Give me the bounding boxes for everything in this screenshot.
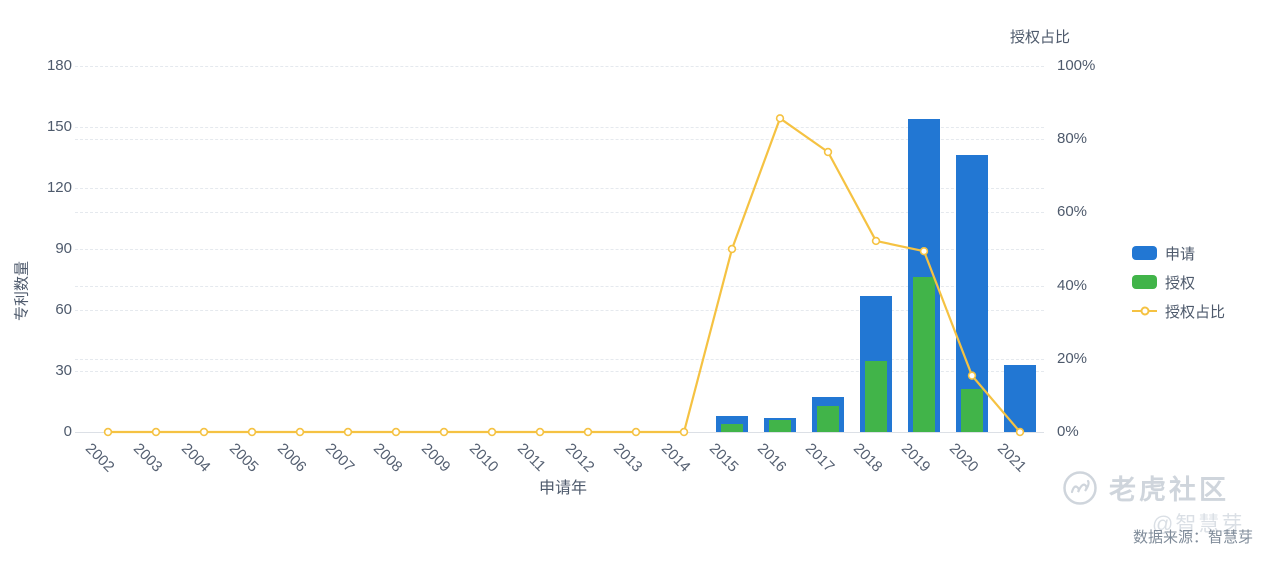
brand-watermark-text: 老虎社区	[1109, 475, 1229, 505]
x-tick-label-2006: 2006	[273, 440, 310, 476]
gridline-left-90	[75, 249, 1044, 250]
gridline-right-20	[75, 358, 1044, 360]
x-tick-label-2004: 2004	[177, 440, 214, 476]
ratio-point-2017	[823, 147, 833, 157]
legend-label: 授权	[1165, 274, 1196, 292]
grants-bar-2019	[913, 277, 935, 432]
legend-item-2[interactable]: 授权占比	[1132, 301, 1225, 321]
y-right-tick-label-0: 0%	[1057, 423, 1079, 440]
gridline-right-60	[75, 212, 1044, 214]
legend-swatch-icon	[1132, 246, 1157, 260]
x-tick-label-2003: 2003	[129, 440, 166, 476]
gridline-left-30	[75, 371, 1044, 372]
gridline-right-40	[75, 285, 1044, 287]
ratio-point-2016	[775, 114, 785, 123]
brand-watermark: 老虎社区	[1062, 468, 1229, 507]
ratio-point-2018	[871, 236, 881, 246]
x-tick-label-2011: 2011	[513, 440, 549, 475]
x-tick-label-2017: 2017	[801, 440, 838, 476]
x-tick-label-2009: 2009	[417, 440, 454, 476]
x-tick-label-2016: 2016	[753, 440, 790, 476]
y-left-tick-label-150: 150	[46, 118, 72, 135]
y-right-tick-label-40: 40%	[1057, 276, 1088, 294]
gridline-left-180	[75, 66, 1044, 67]
y-left-tick-label-180: 180	[46, 57, 72, 74]
legend: 申请 授权 授权占比	[1132, 243, 1225, 330]
x-tick-label-2018: 2018	[849, 440, 886, 476]
y-left-tick-label-0: 0	[63, 423, 72, 440]
x-tick-label-2013: 2013	[609, 440, 646, 476]
grants-bar-2020	[961, 389, 983, 432]
y-right-tick-label-60: 60%	[1057, 203, 1088, 221]
y-left-tick-label-90: 90	[55, 240, 72, 257]
x-tick-label-2015: 2015	[705, 440, 742, 476]
grants-bar-2017	[817, 405, 839, 432]
tiger-logo-icon	[1063, 470, 1097, 505]
x-tick-label-2002: 2002	[81, 440, 118, 476]
x-tick-label-2020: 2020	[945, 440, 982, 476]
x-tick-label-2012: 2012	[561, 440, 598, 476]
gridline-left-120	[75, 188, 1044, 189]
x-tick-label-2014: 2014	[657, 440, 694, 476]
x-tick-label-2005: 2005	[225, 440, 262, 476]
faint-source-watermark: @智慧芽	[1152, 513, 1245, 536]
y-left-tick-label-120: 120	[46, 179, 72, 196]
y-right-tick-label-100: 100%	[1057, 57, 1096, 74]
legend-label: 授权占比	[1165, 303, 1226, 321]
grants-bar-2016	[769, 419, 791, 432]
x-tick-label-2019: 2019	[897, 440, 934, 476]
x-axis-line	[75, 432, 1044, 433]
legend-dot-icon	[1140, 306, 1149, 316]
x-tick-label-2010: 2010	[465, 440, 502, 476]
y-right-tick-label-80: 80%	[1057, 130, 1088, 148]
y-right-tick-label-20: 20%	[1057, 349, 1088, 367]
x-axis-title: 申请年	[538, 480, 588, 497]
applications-bar-2021	[1004, 364, 1036, 432]
legend-swatch-icon	[1132, 275, 1157, 289]
grants-bar-2018	[865, 360, 887, 432]
gridline-left-60	[75, 310, 1044, 311]
x-tick-label-2007: 2007	[321, 440, 358, 476]
legend-label: 申请	[1165, 245, 1196, 263]
gridline-right-80	[75, 139, 1044, 141]
y-left-tick-label-60: 60	[55, 301, 72, 318]
legend-line-marker-icon	[1132, 304, 1157, 318]
legend-item-0[interactable]: 申请	[1132, 243, 1225, 263]
x-tick-label-2008: 2008	[369, 440, 406, 476]
x-tick-label-2021: 2021	[993, 440, 1030, 476]
grants-bar-2015	[721, 423, 743, 432]
y-left-tick-label-30: 30	[55, 362, 72, 379]
right-axis-title: 授权占比	[1010, 29, 1071, 46]
data-source-note: 数据来源：智慧芽	[1132, 529, 1253, 546]
gridline-left-150	[75, 127, 1044, 128]
legend-item-1[interactable]: 授权	[1132, 272, 1225, 292]
